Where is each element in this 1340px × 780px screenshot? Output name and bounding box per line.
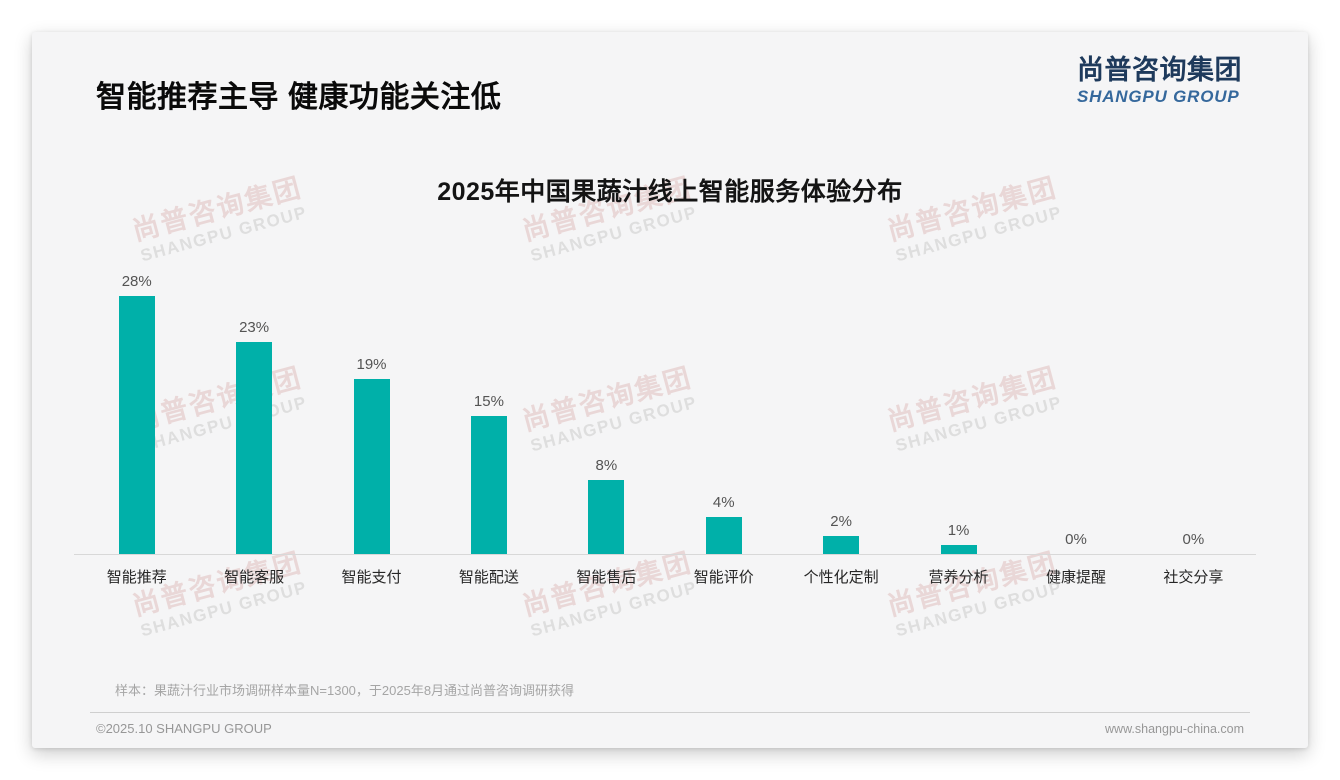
bar-slot: 0% xyxy=(1135,232,1252,554)
bar-value-label: 2% xyxy=(830,512,852,530)
bar-value-label: 23% xyxy=(239,319,270,337)
bar xyxy=(705,517,742,554)
bar-chart: 28% 23% 19% 15% 8% 4% 2% 1% 0% 0% xyxy=(78,232,1252,554)
bar-slot: 23% xyxy=(195,232,312,554)
bar xyxy=(118,296,155,554)
watermark: 尚普咨询集团 SHANGPU GROUP xyxy=(502,544,718,646)
bar-value-label: 4% xyxy=(712,494,735,512)
bar-slot: 1% xyxy=(900,232,1017,554)
bar xyxy=(236,342,273,554)
bar-slot: 15% xyxy=(430,232,547,554)
category-label: 社交分享 xyxy=(1163,569,1224,586)
page-title: 智能推荐主导 健康功能关注低 xyxy=(96,81,502,114)
bar-value-label: 8% xyxy=(595,457,618,475)
bar xyxy=(940,544,977,554)
footer-copyright: ©2025.10 SHANGPU GROUP xyxy=(96,721,272,736)
bar xyxy=(823,535,860,554)
bar-chart-categories: 智能推荐 智能客服 智能支付 智能配送 智能售后 智能评价 个性化定制 营养分析 健康提醒 社交分… xyxy=(78,566,1252,587)
category-label: 智能推荐 xyxy=(106,569,167,586)
category-label: 个性化定制 xyxy=(803,569,879,586)
footer-divider xyxy=(90,712,1250,713)
logo-english-text: SHANGPU GROUP xyxy=(1077,86,1240,106)
bar xyxy=(353,379,390,554)
bar-slot: 28% xyxy=(78,232,195,554)
category-label: 智能支付 xyxy=(341,569,402,586)
x-axis-line xyxy=(74,554,1256,555)
bar-slot: 0% xyxy=(1017,232,1134,554)
chart-title: 2025年中国果蔬汁线上智能服务体验分布 xyxy=(437,178,903,206)
watermark: 尚普咨询集团 SHANGPU GROUP xyxy=(112,544,328,646)
category-label: 智能售后 xyxy=(576,569,637,586)
bar-value-label: 1% xyxy=(947,521,970,539)
footer-website: www.shangpu-china.com xyxy=(1105,722,1244,736)
bar-slot: 19% xyxy=(313,232,430,554)
bar-value-label: 19% xyxy=(356,356,387,374)
bar-slot: 8% xyxy=(548,232,665,554)
bar xyxy=(588,480,625,554)
category-label: 智能配送 xyxy=(458,569,519,586)
category-label: 智能评价 xyxy=(693,569,754,586)
watermark: 尚普咨询集团 SHANGPU GROUP xyxy=(867,544,1083,646)
source-note: 样本：果蔬汁行业市场调研样本量N=1300，于2025年8月通过尚普咨询调研获得 xyxy=(115,683,575,698)
bar xyxy=(470,416,507,554)
category-label: 营养分析 xyxy=(928,569,989,586)
shangpu-logo: 尚普咨询集团 SHANGPU GROUP xyxy=(1077,55,1242,107)
bar-value-label: 28% xyxy=(121,273,152,291)
bar-value-label: 0% xyxy=(1065,531,1087,548)
slide-card: 尚普咨询集团 SHANGPU GROUP 尚普咨询集团 SHANGPU GROUP 尚普… xyxy=(32,32,1308,748)
logo-chinese-text: 尚普咨询集团 xyxy=(1077,55,1242,85)
category-label: 智能客服 xyxy=(224,569,285,586)
bar-value-label: 15% xyxy=(473,393,504,410)
bar-slot: 4% xyxy=(665,232,782,554)
category-label: 健康提醒 xyxy=(1045,569,1106,586)
bar-value-label: 0% xyxy=(1182,531,1205,548)
bar-slot: 2% xyxy=(782,232,899,554)
